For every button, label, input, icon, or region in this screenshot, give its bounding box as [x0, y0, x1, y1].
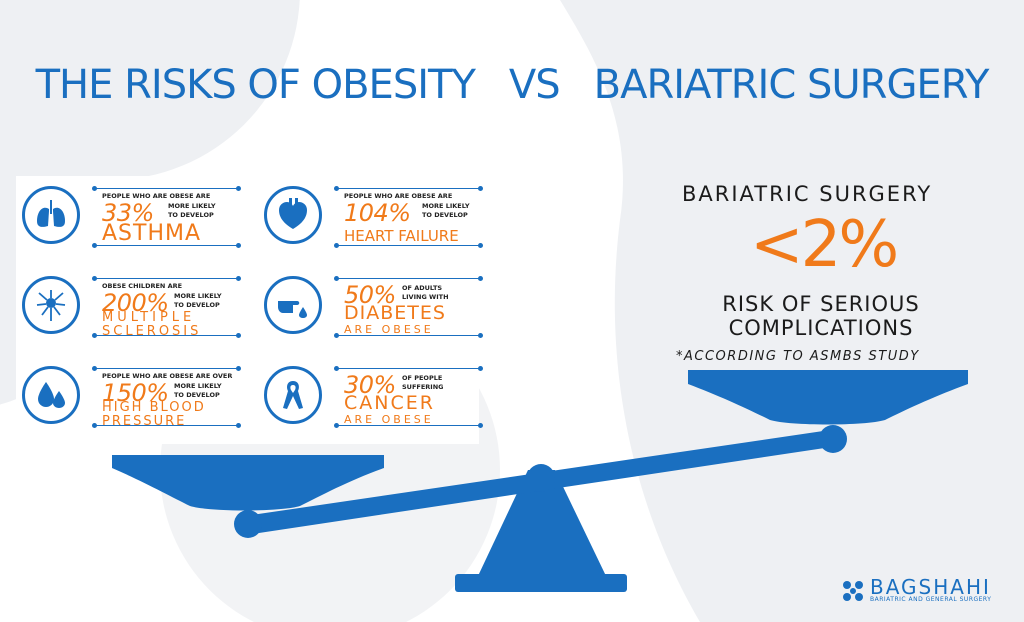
cancer-text-box: 30% OF PEOPLE SUFFERING CANCER ARE OBESE: [334, 366, 483, 428]
asthma-side-text-1: MORE LIKELY: [168, 202, 216, 210]
scale-stand: [478, 470, 606, 576]
center-pivot: [527, 464, 555, 492]
bp-label-line-1: HIGH BLOOD: [102, 400, 206, 415]
asthma-label: ASTHMA: [102, 221, 202, 246]
surgery-percent: <2%: [750, 208, 899, 282]
high-blood-pressure-card: PEOPLE WHO ARE OBESE ARE OVER 150% MORE …: [16, 356, 241, 436]
ms-side-text-2: TO DEVELOP: [174, 301, 220, 309]
bagshahi-logo: BAGSHAHI BARIATRIC AND GENERAL SURGERY: [842, 575, 992, 603]
diabetes-side-text-1: OF ADULTS: [402, 284, 443, 292]
cancer-side-text-1: OF PEOPLE: [402, 374, 443, 382]
diabetes-percent: 50%: [344, 281, 396, 309]
asthma-side-text-2: TO DEVELOP: [168, 211, 214, 219]
ms-top-text: OBESE CHILDREN ARE: [102, 282, 183, 290]
ms-percent: 200%: [102, 289, 169, 317]
asthma-percent: 33%: [102, 199, 154, 227]
heart-failure-text-box: PEOPLE WHO ARE OBESE ARE 104% MORE LIKEL…: [334, 186, 483, 248]
lungs-icon: [22, 186, 80, 244]
logo-tagline: BARIATRIC AND GENERAL SURGERY: [870, 596, 992, 603]
bp-top-text: PEOPLE WHO ARE OBESE ARE OVER: [102, 372, 233, 380]
bp-label-line-2: PRESSURE: [102, 414, 187, 429]
diabetes-side-text-2: LIVING WITH: [402, 293, 449, 301]
risk-line-1: RISK OF SERIOUS: [722, 292, 920, 316]
asthma-card: PEOPLE WHO ARE OBESE ARE 33% MORE LIKELY…: [16, 176, 241, 256]
asthma-top-text: PEOPLE WHO ARE OBESE ARE: [102, 192, 211, 200]
bp-side-text-1: MORE LIKELY: [174, 382, 222, 390]
obesity-risks-panel: PEOPLE WHO ARE OBESE ARE 33% MORE LIKELY…: [16, 176, 483, 444]
risk-text: RISK OF SERIOUS COMPLICATIONS: [706, 292, 936, 340]
asthma-text-box: PEOPLE WHO ARE OBESE ARE 33% MORE LIKELY…: [92, 186, 241, 248]
diabetes-label-line-2: ARE OBESE: [344, 323, 434, 336]
logo-name: BAGSHAHI: [870, 575, 991, 599]
ms-label-line-2: SCLEROSIS: [102, 324, 202, 339]
left-pan: [112, 455, 384, 511]
title-vs: VS: [508, 62, 561, 108]
heart-percent: 104%: [344, 199, 411, 227]
diabetes-card: 50% OF ADULTS LIVING WITH DIABETES ARE O…: [258, 266, 483, 346]
heart-icon: [264, 186, 322, 244]
risk-line-2: COMPLICATIONS: [728, 316, 914, 340]
heart-failure-card: PEOPLE WHO ARE OBESE ARE 104% MORE LIKEL…: [258, 176, 483, 256]
diabetes-label-line-1: DIABETES: [344, 302, 446, 324]
heart-side-text-2: TO DEVELOP: [422, 211, 468, 219]
cancer-percent: 30%: [344, 371, 396, 399]
logo-mark-icon: [843, 580, 863, 601]
ms-text-box: OBESE CHILDREN ARE 200% MORE LIKELY TO D…: [92, 276, 241, 339]
study-note: *ACCORDING TO ASMBS STUDY: [676, 349, 920, 364]
diabetes-text-box: 50% OF ADULTS LIVING WITH DIABETES ARE O…: [334, 276, 483, 338]
bp-side-text-2: TO DEVELOP: [174, 391, 220, 399]
ms-label-line-1: MULTIPLE: [102, 310, 196, 325]
finger-prick-icon: [264, 276, 322, 334]
title-left: THE RISKS OF OBESITY: [35, 62, 476, 108]
cancer-card: 30% OF PEOPLE SUFFERING CANCER ARE OBESE: [258, 356, 483, 436]
cancer-label-line-1: CANCER: [344, 392, 435, 414]
heart-side-text-1: MORE LIKELY: [422, 202, 470, 210]
bp-percent: 150%: [102, 379, 169, 407]
cancer-side-text-2: SUFFERING: [402, 383, 444, 391]
title-right: BARIATRIC SURGERY: [593, 62, 990, 108]
page-title: THE RISKS OF OBESITY VS BARIATRIC SURGER…: [0, 62, 1024, 108]
multiple-sclerosis-card: OBESE CHILDREN ARE 200% MORE LIKELY TO D…: [16, 266, 241, 346]
surgery-heading: BARIATRIC SURGERY: [682, 182, 933, 206]
ms-side-text-1: MORE LIKELY: [174, 292, 222, 300]
ribbon-icon: [264, 366, 322, 424]
left-pivot: [234, 510, 262, 538]
right-pan: [688, 370, 968, 425]
bp-text-box: PEOPLE WHO ARE OBESE ARE OVER 150% MORE …: [92, 366, 241, 429]
cancer-label-line-2: ARE OBESE: [344, 413, 434, 426]
scale-base: [455, 574, 627, 592]
neuron-icon: [22, 276, 80, 334]
heart-top-text: PEOPLE WHO ARE OBESE ARE: [344, 192, 453, 200]
right-pivot: [819, 425, 847, 453]
heart-label: HEART FAILURE: [344, 227, 459, 245]
blood-drops-icon: [22, 366, 80, 424]
